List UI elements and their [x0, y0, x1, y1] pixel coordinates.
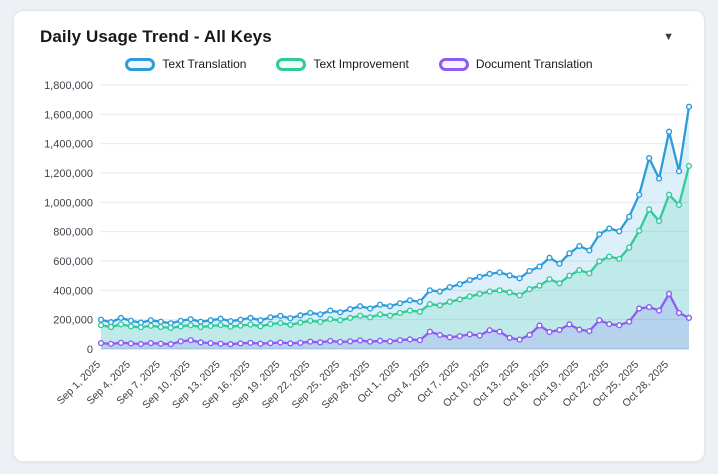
legend-label: Text Improvement: [313, 57, 409, 71]
svg-text:200,000: 200,000: [53, 315, 93, 327]
legend-label: Text Translation: [162, 57, 247, 71]
chart-area: 0 200,000 400,000 600,000 800,000 1,000,000 1,…: [14, 71, 704, 445]
svg-text:400,000: 400,000: [53, 285, 93, 297]
svg-text:1,200,000: 1,200,000: [44, 168, 93, 180]
svg-text:800,000: 800,000: [53, 227, 93, 239]
chart-card: Daily Usage Trend - All Keys ▼ Text Tran…: [13, 10, 705, 462]
svg-text:1,400,000: 1,400,000: [44, 139, 93, 151]
chart-legend: Text Translation Text Improvement Docume…: [14, 57, 704, 71]
svg-text:1,000,000: 1,000,000: [44, 197, 93, 209]
series-1: [97, 162, 693, 349]
collapse-chart-button[interactable]: ▼: [659, 28, 678, 47]
text-translation-swatch-icon: [125, 57, 156, 71]
legend-label: Document Translation: [475, 57, 593, 71]
svg-text:1,600,000: 1,600,000: [44, 109, 93, 121]
series-0: [97, 103, 693, 349]
text-improvement-swatch-icon: [276, 57, 307, 71]
series-2: [97, 290, 693, 349]
grid: 0 200,000 400,000 600,000 800,000 1,000,000 1,…: [44, 80, 689, 356]
usage-trend-chart: 0 200,000 400,000 600,000 800,000 1,000,000 1,…: [44, 80, 693, 412]
svg-text:600,000: 600,000: [53, 256, 93, 268]
page-title: Daily Usage Trend - All Keys: [40, 27, 272, 46]
card-header: Daily Usage Trend - All Keys ▼: [14, 11, 704, 49]
svg-text:1,800,000: 1,800,000: [44, 80, 93, 92]
document-translation-swatch-icon: [438, 57, 469, 71]
legend-item-text-improvement[interactable]: Text Improvement: [276, 57, 409, 71]
svg-text:0: 0: [87, 344, 93, 356]
legend-item-document-translation[interactable]: Document Translation: [438, 57, 593, 71]
legend-item-text-translation[interactable]: Text Translation: [125, 57, 246, 71]
